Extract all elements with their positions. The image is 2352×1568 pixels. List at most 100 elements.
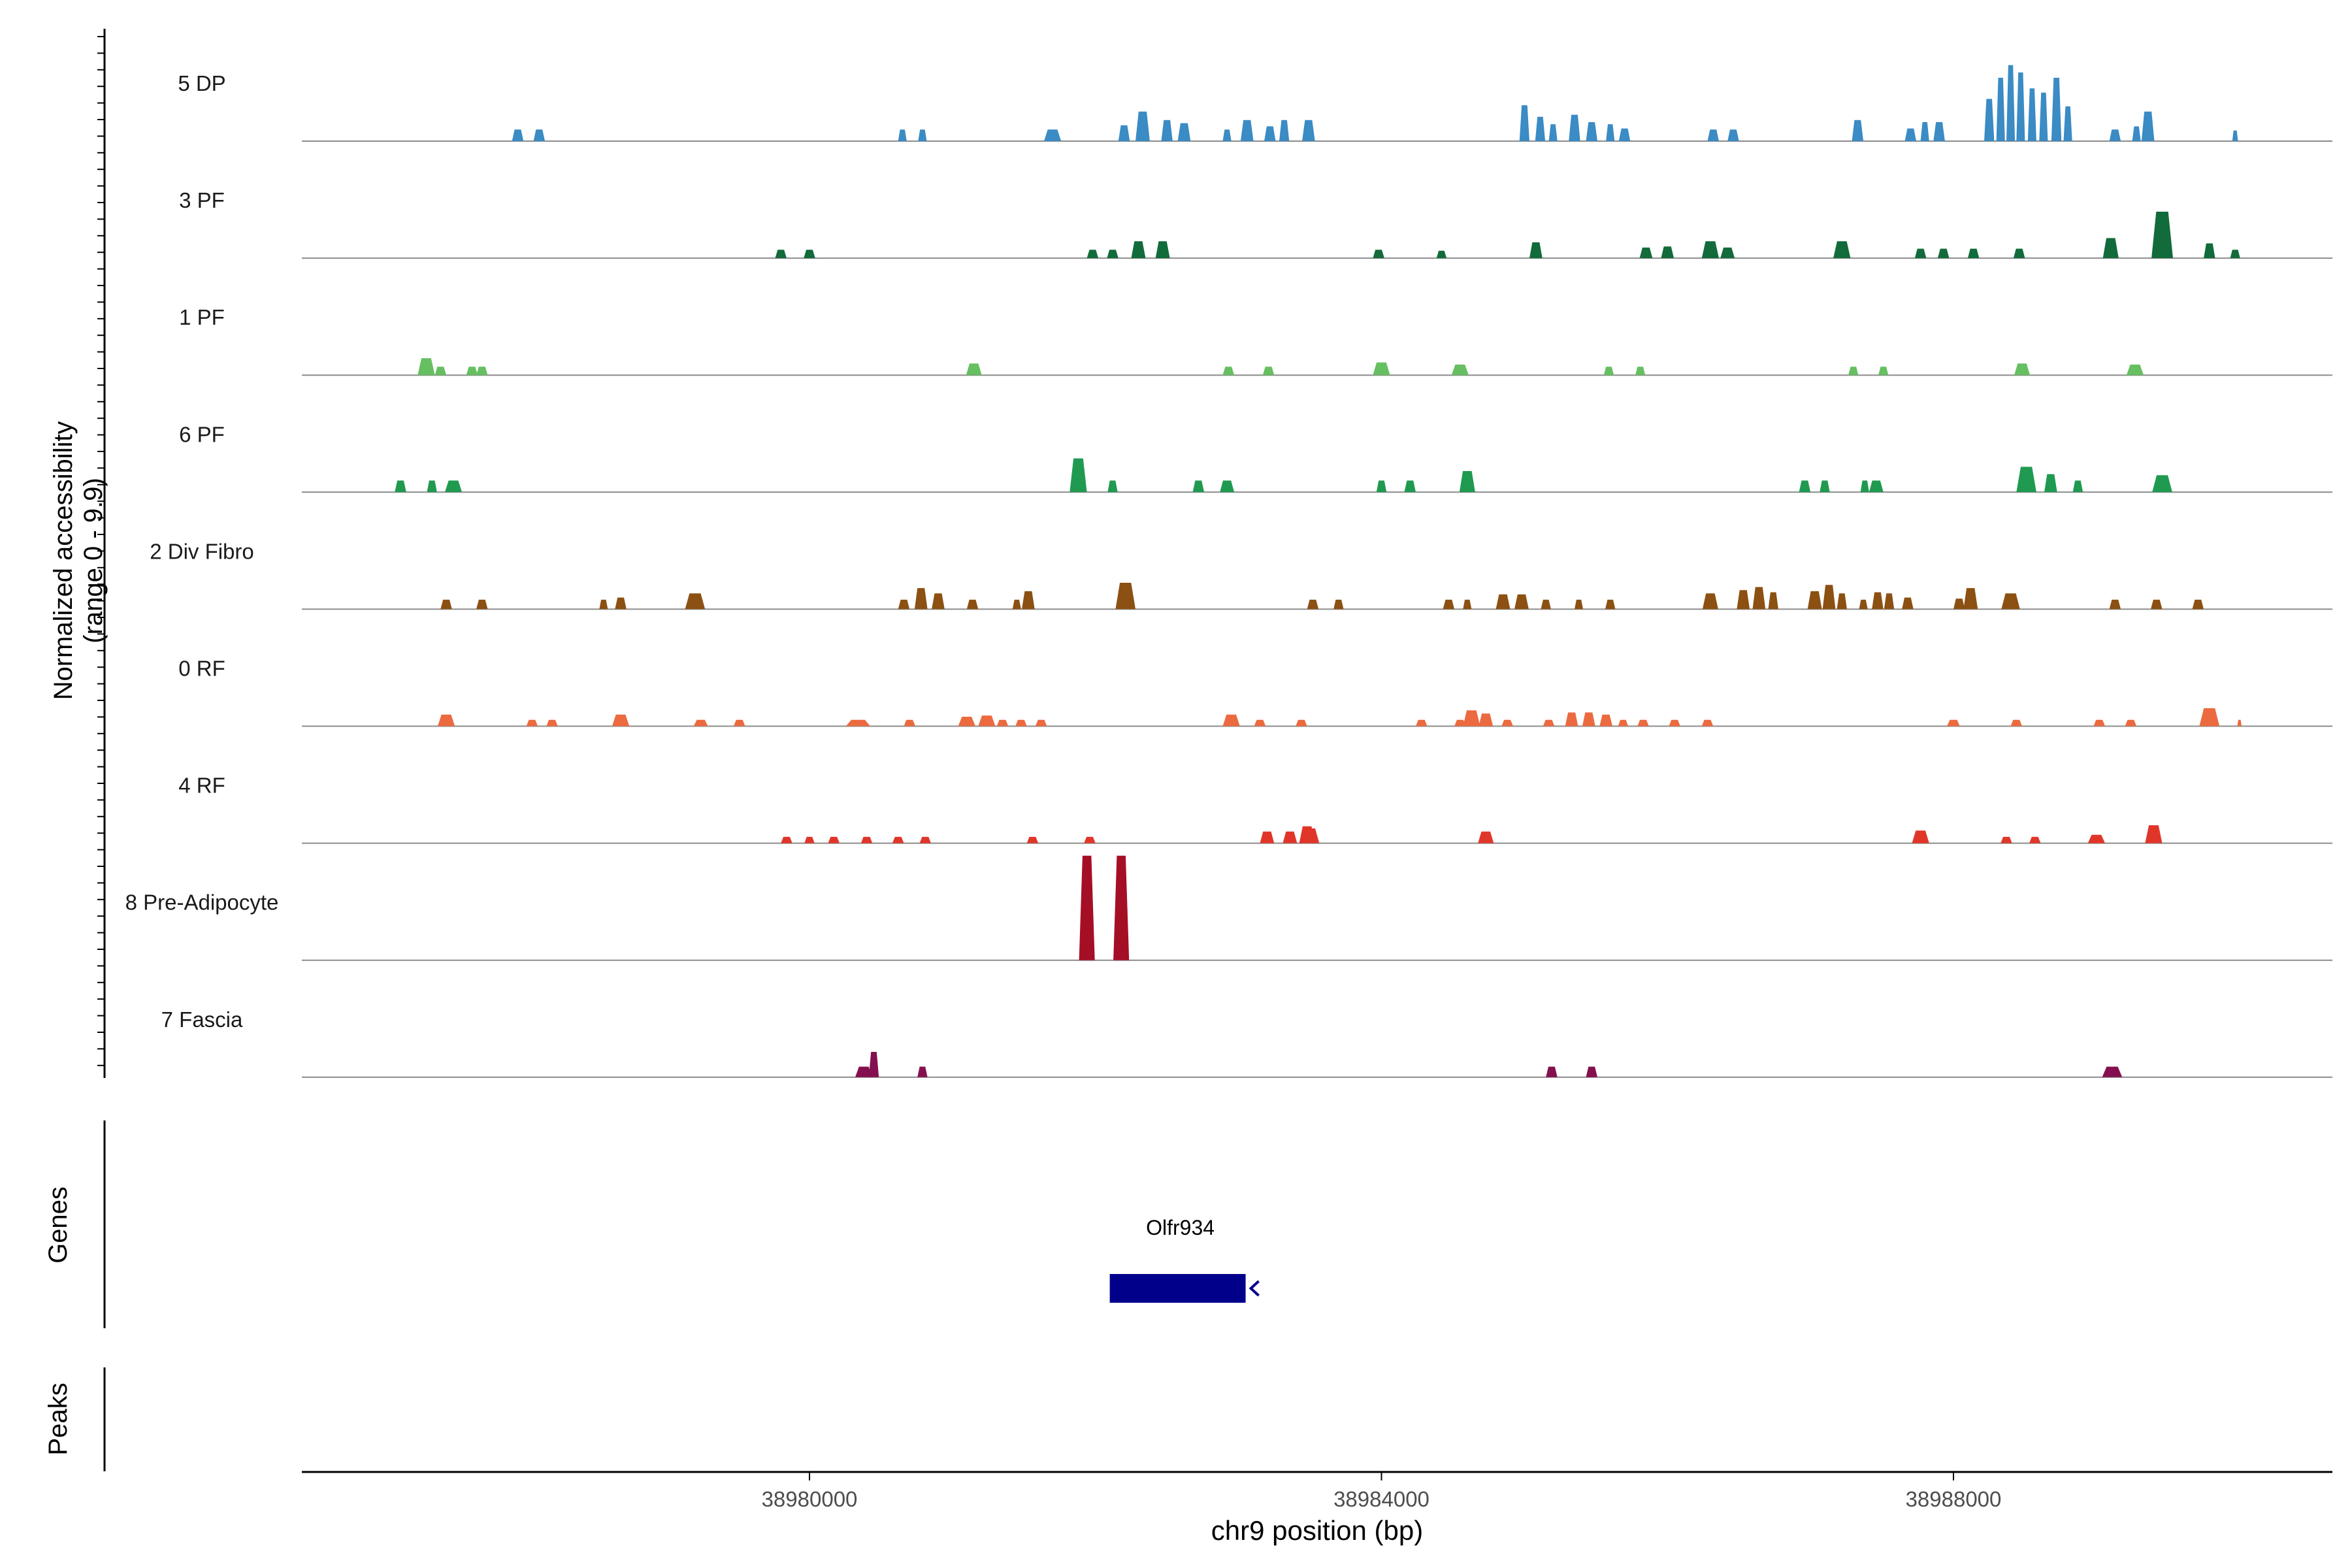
coverage-peak — [1884, 593, 1895, 610]
coverage-peak — [2006, 65, 2016, 141]
track-4-rf: 4 RF — [178, 774, 2332, 844]
coverage-peak — [2063, 106, 2072, 141]
coverage-peak — [2152, 475, 2172, 493]
coverage-peak — [1541, 599, 1551, 610]
coverage-peak — [828, 836, 840, 843]
coverage-peak — [2010, 719, 2022, 727]
coverage-peak — [1161, 120, 1173, 141]
coverage-peak — [1118, 125, 1130, 141]
coverage-peak — [918, 129, 927, 141]
track-label: 4 RF — [178, 774, 225, 798]
coverage-peak — [904, 719, 915, 727]
track-label: 6 PF — [179, 422, 225, 446]
coverage-peak — [1752, 587, 1766, 610]
coverage-peak — [1807, 591, 1822, 610]
coverage-peak — [2145, 825, 2163, 843]
coverage-peak — [1837, 593, 1847, 610]
coverage-peak — [512, 129, 524, 141]
coverage-peak — [1984, 99, 1995, 141]
coverage-peak — [860, 836, 873, 843]
coverage-peak — [1548, 124, 1558, 141]
coverage-peak — [612, 714, 630, 727]
track-label: 5 DP — [178, 71, 225, 95]
coverage-peak — [2013, 248, 2025, 259]
coverage-peak — [685, 593, 706, 610]
coverage-peak — [1035, 719, 1047, 727]
coverage-peak — [427, 480, 437, 493]
coverage-peak — [1661, 246, 1674, 259]
track-label: 0 RF — [178, 657, 225, 681]
coverage-peak — [855, 1066, 873, 1077]
coverage-peak — [775, 250, 787, 259]
coverage-peak — [1914, 248, 1927, 259]
coverage-peak — [1026, 836, 1039, 843]
coverage-peak — [1220, 480, 1235, 493]
coverage-peak — [444, 480, 463, 493]
track-label: 2 Div Fibro — [150, 539, 254, 563]
coverage-peak — [1300, 828, 1320, 843]
coverage-peak — [1822, 585, 1836, 610]
coverage-peak — [2192, 599, 2204, 610]
coverage-peak — [440, 599, 452, 610]
coverage-peak — [2087, 834, 2105, 843]
coverage-peak — [1451, 365, 1469, 376]
coverage-peak — [1459, 471, 1475, 493]
coverage-peak — [1967, 248, 1980, 259]
coverage-peak — [1296, 719, 1307, 727]
coverage-peak — [2016, 466, 2036, 493]
coverage-peak — [1254, 719, 1266, 727]
coverage-peak — [917, 1066, 928, 1077]
track-label: 1 PF — [179, 305, 225, 329]
coverage-peak — [1569, 114, 1580, 141]
y-axis-title-line: (range 0 - 9.9) — [79, 478, 108, 643]
coverage-peak — [1529, 242, 1543, 259]
coverage-peak — [1902, 597, 1914, 610]
coverage-peak — [437, 714, 455, 727]
coverage-peak — [1833, 241, 1851, 259]
coverage-peak — [417, 358, 435, 376]
coverage-peak — [2151, 599, 2163, 610]
coverage-peak — [1586, 122, 1597, 141]
coverage-peak — [966, 363, 982, 376]
coverage-peak — [2072, 480, 2083, 493]
coverage-peak — [2109, 129, 2121, 141]
coverage-peak — [1768, 592, 1778, 610]
coverage-peak — [1860, 480, 1869, 493]
coverage-peak — [1953, 598, 1965, 610]
coverage-peak — [1720, 247, 1735, 259]
coverage-peak — [914, 588, 928, 610]
coverage-peak — [1514, 594, 1529, 610]
coverage-peak — [1012, 599, 1021, 610]
y-axis: Normalized accessibility(range 0 - 9.9) — [49, 29, 108, 1078]
coverage-peak — [781, 836, 792, 843]
coverage-peak — [1222, 714, 1240, 727]
coverage-peak — [434, 367, 447, 376]
gene-body — [1109, 1274, 1246, 1303]
track-7-fascia: 7 Fascia — [161, 1007, 2332, 1078]
coverage-peak — [546, 719, 558, 727]
coverage-peak — [1575, 599, 1584, 610]
coverage-peak — [1904, 128, 1917, 141]
coverage-peak — [1603, 367, 1614, 376]
x-tick-label: 38984000 — [1333, 1487, 1429, 1511]
coverage-peak — [1565, 712, 1578, 727]
coverage-peak — [2029, 836, 2041, 843]
coverage-peak — [1639, 247, 1653, 259]
coverage-peak — [2102, 1066, 2123, 1077]
coverage-peak — [1605, 599, 1616, 610]
coverage-peak — [2051, 78, 2062, 141]
coverage-peak — [1177, 123, 1191, 141]
coverage-peak — [1070, 458, 1087, 493]
coverage-peak — [1262, 367, 1275, 376]
coverage-peak — [2126, 365, 2144, 376]
coverage-peak — [1933, 122, 1945, 141]
coverage-peak — [1436, 250, 1447, 259]
coverage-peak — [845, 719, 870, 727]
coverage-peak — [1107, 250, 1119, 259]
coverage-peak — [1478, 713, 1494, 727]
coverage-peak — [1463, 599, 1472, 610]
coverage-peak — [1192, 480, 1205, 493]
track-1-pf: 1 PF — [179, 305, 2332, 376]
coverage-peak — [1963, 588, 1978, 610]
coverage-peak — [1599, 714, 1612, 727]
